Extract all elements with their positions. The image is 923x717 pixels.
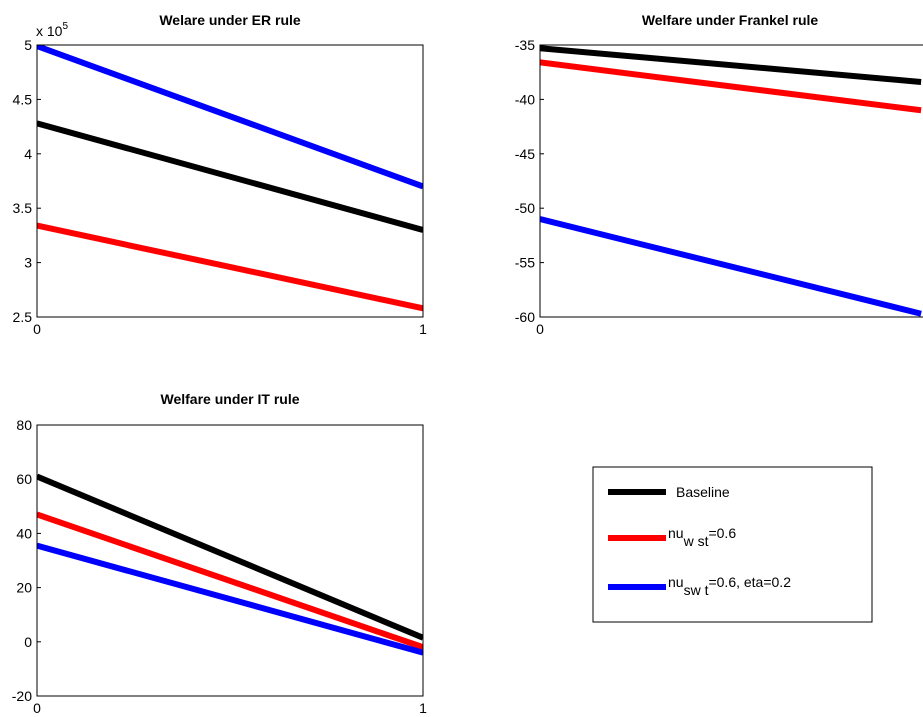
y-axis-frankel: -35 -40 -45 -50 -55 -60 <box>515 37 544 325</box>
line-it-nu-wst <box>37 511 423 651</box>
axes-box-er <box>36 44 424 318</box>
legend-label-nu-swt-tail: =0.6, eta=0.2 <box>708 574 791 590</box>
legend-label-nu-wst-base: nu <box>668 525 684 541</box>
legend-label-nu-swt-sub: sw t <box>684 582 709 598</box>
axes-box-frankel <box>539 44 923 318</box>
legend-label-nu-wst-sub: w st <box>683 533 709 549</box>
y-tick-label-it: 40 <box>16 525 32 541</box>
y-tick-label-frankel: -40 <box>515 91 535 107</box>
y-axis-it: 80 60 40 20 0 -20 <box>12 417 41 704</box>
legend: Baseline nuw st=0.6 nusw t=0.6, eta=0.2 <box>592 466 873 623</box>
y-tick-label-it: 20 <box>16 580 32 596</box>
legend-label-baseline: Baseline <box>676 484 730 500</box>
y-tick-label-frankel: -50 <box>515 200 535 216</box>
x-tick-label-er: 1 <box>419 321 427 337</box>
axes-box-it <box>36 424 424 697</box>
y-tick-label-it: 60 <box>16 471 32 487</box>
panel-it-rule: Welfare under IT rule 80 60 40 20 0 -20 … <box>12 391 427 716</box>
y-tick-label-er: 4.5 <box>13 91 33 107</box>
plot-area-it <box>37 473 423 656</box>
legend-label-nu-wst-tail: =0.6 <box>708 525 736 541</box>
y-tick-label-frankel: -55 <box>515 255 535 271</box>
y-tick-label-it: 80 <box>16 417 32 433</box>
legend-label-nu-swt-base: nu <box>668 574 684 590</box>
chart-title-it: Welfare under IT rule <box>161 391 300 407</box>
plot-area-er <box>37 45 423 312</box>
x-tick-label-it: 1 <box>419 700 427 716</box>
line-it-baseline <box>37 473 423 641</box>
x-tick-label-er: 0 <box>33 321 41 337</box>
x-axis-er: 0 1 <box>33 321 427 337</box>
x-tick-label-frankel: 0 <box>536 321 544 337</box>
y-tick-label-frankel: -35 <box>515 37 535 53</box>
y-tick-label-er: 2.5 <box>13 309 33 325</box>
x-axis-it: 0 1 <box>33 700 427 716</box>
legend-label-nu-swt: nusw t=0.6, eta=0.2 <box>668 574 791 598</box>
y-tick-label-er: 3.5 <box>13 200 33 216</box>
chart-title-er: Welare under ER rule <box>159 12 301 28</box>
y-tick-label-er: 5 <box>24 37 32 53</box>
line-frankel-baseline <box>540 45 922 85</box>
x-tick-label-it: 0 <box>33 700 41 716</box>
line-frankel-nu-wst <box>540 59 922 114</box>
y-tick-label-it: -20 <box>12 688 32 704</box>
x-axis-frankel: 0 <box>536 321 544 337</box>
line-it-nu-swt <box>37 542 423 656</box>
y-tick-label-it: 0 <box>24 634 32 650</box>
y-tick-label-er: 3 <box>24 255 32 271</box>
legend-label-nu-wst: nuw st=0.6 <box>668 525 736 549</box>
panel-er-rule: Welare under ER rule x 105 2.5 3 3.5 4 4… <box>13 12 428 337</box>
y-tick-label-frankel: -60 <box>515 309 535 325</box>
panel-frankel-rule: Welfare under Frankel rule -35 -40 -45 -… <box>515 12 923 337</box>
chart-title-frankel: Welfare under Frankel rule <box>642 12 819 28</box>
plot-area-frankel <box>540 45 922 317</box>
y-axis-er: 2.5 3 3.5 4 4.5 5 <box>13 37 41 325</box>
axis-multiplier: x 105 <box>36 21 68 39</box>
y-tick-label-frankel: -45 <box>515 146 535 162</box>
y-tick-label-er: 4 <box>24 146 32 162</box>
line-er-nu-wst <box>37 222 423 312</box>
line-frankel-nu-swt <box>540 216 922 317</box>
line-er-baseline <box>37 120 423 233</box>
axis-multiplier-base: x 10 <box>36 23 63 39</box>
line-er-nu-swt <box>37 45 423 190</box>
axis-multiplier-exponent: 5 <box>62 21 68 32</box>
